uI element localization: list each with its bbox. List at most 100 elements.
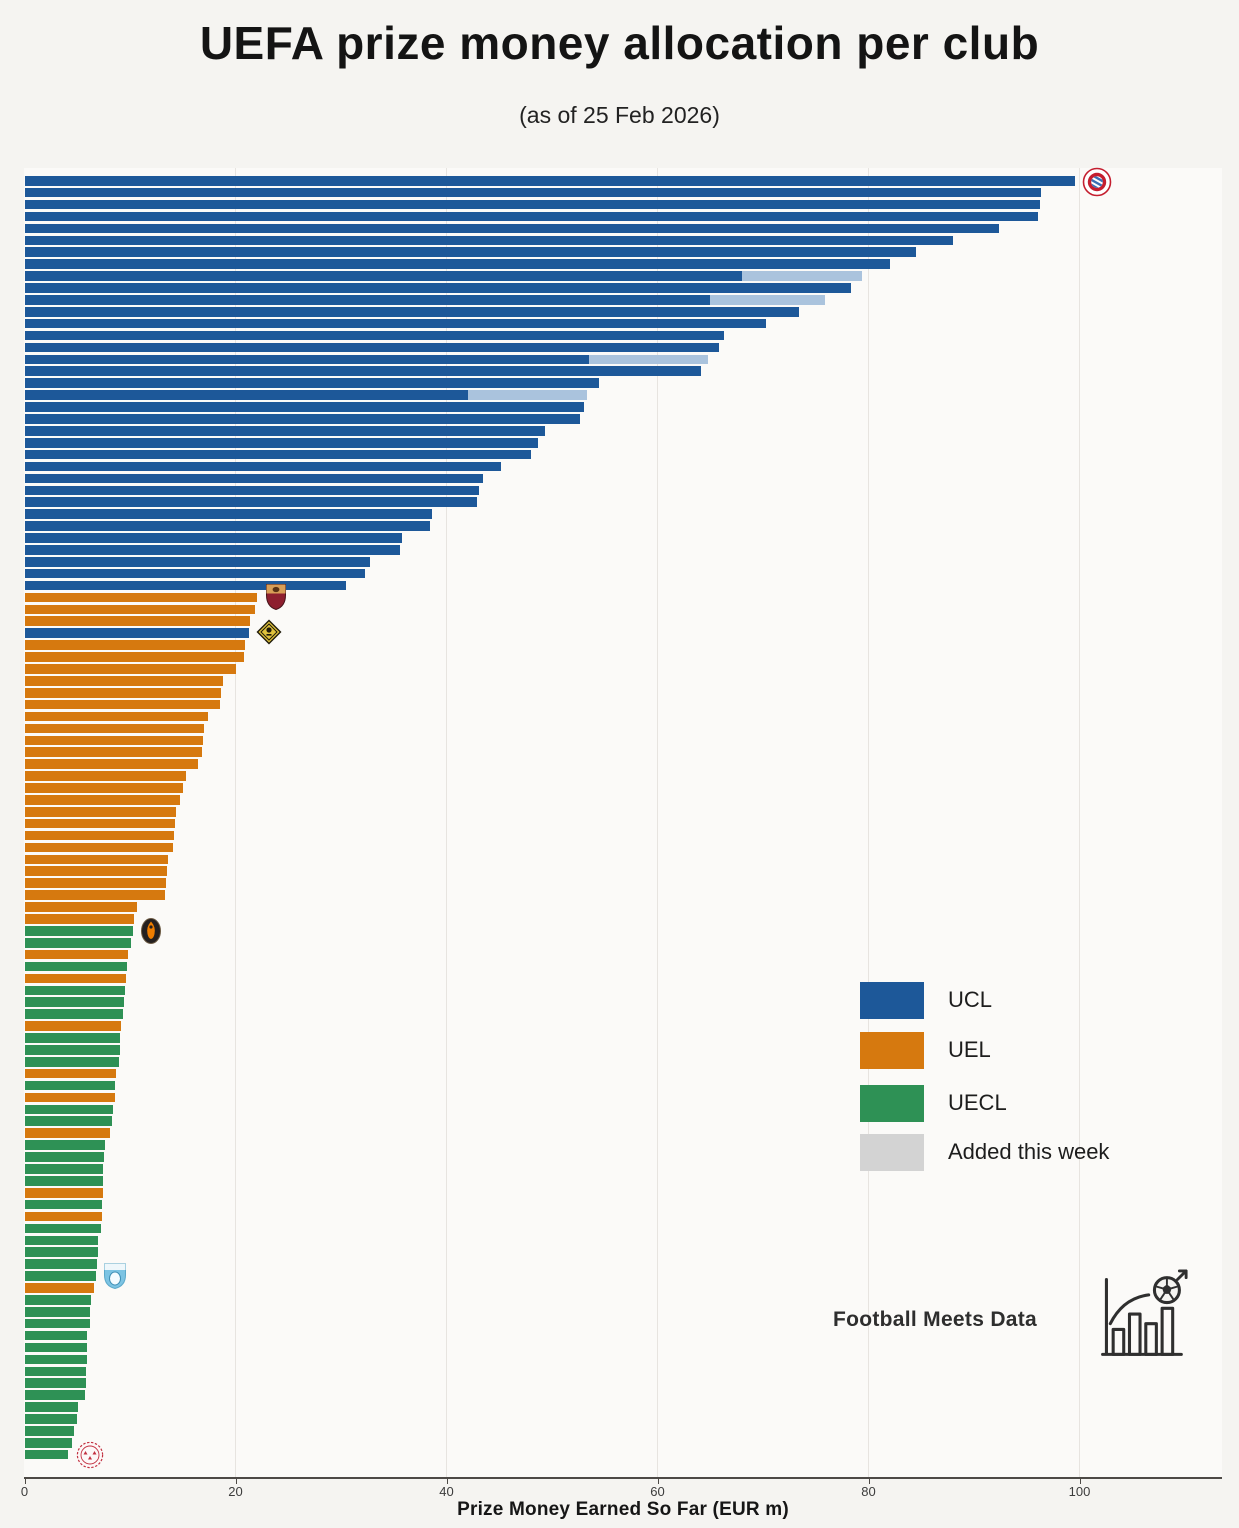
bar-segment-uel (25, 806, 176, 817)
x-tick (657, 1479, 659, 1484)
bar-segment-uel (25, 890, 166, 900)
bayern-badge-icon (1082, 167, 1112, 202)
shakhtar-badge-icon (140, 917, 162, 950)
bar-row-uel (25, 616, 250, 627)
bar-row-ucl (25, 235, 954, 246)
bar-row-ucl (25, 271, 862, 281)
bar-segment-uel (25, 795, 181, 805)
bar-row-ucl (25, 318, 766, 329)
bar-row-ucl (25, 354, 708, 365)
bar-row-uecl (25, 1033, 120, 1043)
bar-row-ucl (25, 366, 702, 377)
gridline (657, 168, 658, 1477)
bar-segment-uel (25, 878, 167, 888)
bar-row-uecl (25, 1330, 88, 1341)
bar-row-uel (25, 747, 203, 758)
bar-segment-ucl (25, 580, 346, 591)
bar-segment-uel (25, 1068, 116, 1079)
bar-segment-uel (25, 759, 199, 769)
bar-row-uecl (25, 1271, 96, 1281)
red-white-badge-icon (76, 1441, 104, 1474)
bar-segment-uecl (25, 1116, 112, 1127)
bar-row-ucl (25, 461, 501, 472)
gridline (1079, 168, 1080, 1477)
bar-segment-uel (25, 973, 127, 984)
bar-row-ucl (25, 295, 825, 305)
bar-segment-uel (25, 866, 168, 877)
bar-row-uecl (25, 1140, 106, 1150)
bar-segment-ucl (25, 437, 538, 448)
bar-segment-added-this-week (742, 271, 862, 281)
page-title: UEFA prize money allocation per club (199, 17, 1040, 69)
bar-segment-ucl (25, 461, 501, 472)
bar-segment-uecl (25, 937, 131, 948)
legend-item-uel: UEL (860, 1032, 1190, 1070)
bar-segment-ucl (25, 354, 590, 365)
bar-segment-uecl (25, 1152, 105, 1162)
bar-row-uecl (25, 1116, 112, 1127)
bar-row-uecl (25, 1223, 101, 1234)
bar-row-ucl (25, 521, 431, 531)
malmo-badge-icon (103, 1262, 127, 1295)
bar-segment-ucl (25, 259, 891, 269)
bar-segment-added-this-week (589, 354, 708, 365)
bar-segment-uecl (25, 1378, 87, 1388)
bar-segment-ucl (25, 509, 433, 519)
bar-segment-ucl (25, 330, 725, 341)
bar-row-uel (25, 771, 187, 781)
bar-row-uel (25, 652, 245, 662)
bar-segment-ucl (25, 426, 546, 436)
bar-segment-ucl (25, 390, 469, 400)
x-tick (1079, 1479, 1081, 1484)
bar-row-uecl (25, 997, 125, 1008)
bar-row-ucl (25, 390, 588, 400)
bar-row-ucl (25, 223, 999, 234)
bar-row-uecl (25, 1449, 69, 1460)
bar-segment-uel (25, 830, 174, 841)
bar-row-uel (25, 842, 173, 853)
bar-segment-ucl (25, 283, 852, 293)
bar-segment-ucl (25, 176, 1075, 186)
legend-swatch (860, 982, 924, 1019)
bar-segment-ucl (25, 497, 477, 508)
bar-row-uel (25, 890, 166, 900)
bar-segment-ucl (25, 521, 431, 531)
bar-segment-ucl (25, 295, 710, 305)
gridline (446, 168, 447, 1477)
bar-row-uecl (25, 1354, 88, 1365)
bar-row-ucl (25, 187, 1041, 198)
legend-label: UCL (948, 987, 993, 1012)
bar-segment-uel (25, 699, 221, 710)
bar-row-ucl (25, 426, 546, 436)
bar-segment-ucl (25, 199, 1040, 210)
bar-segment-ucl (25, 306, 800, 317)
legend-item-added-this-week: Added this week (860, 1134, 1190, 1172)
bar-segment-uel (25, 723, 205, 734)
bar-row-uecl (25, 1295, 92, 1305)
bar-row-uel (25, 806, 176, 817)
bar-segment-uecl (25, 1235, 98, 1246)
bar-row-uel (25, 1283, 94, 1293)
bar-segment-uel (25, 711, 208, 722)
bar-row-ucl (25, 247, 917, 258)
bar-segment-uel (25, 735, 204, 746)
bar-row-uel (25, 914, 134, 924)
bar-row-uecl (25, 1306, 91, 1317)
legend-label: UEL (948, 1037, 991, 1062)
bar-segment-uecl (25, 1164, 104, 1174)
bar-row-uel (25, 1021, 121, 1031)
bar-segment-uecl (25, 1437, 73, 1448)
bar-row-uecl (25, 1259, 97, 1269)
bar-row-uecl (25, 937, 131, 948)
bar-segment-uel (25, 783, 184, 793)
legend-swatch (860, 1134, 924, 1171)
bar-row-uel (25, 878, 167, 888)
bar-row-ucl (25, 199, 1040, 210)
bar-segment-uecl (25, 1306, 91, 1317)
football-meets-data-logo-icon (1093, 1268, 1189, 1364)
bar-row-ucl (25, 628, 249, 638)
bar-segment-uel (25, 1128, 111, 1138)
bar-row-ucl (25, 414, 580, 424)
bar-segment-uecl (25, 1009, 124, 1019)
